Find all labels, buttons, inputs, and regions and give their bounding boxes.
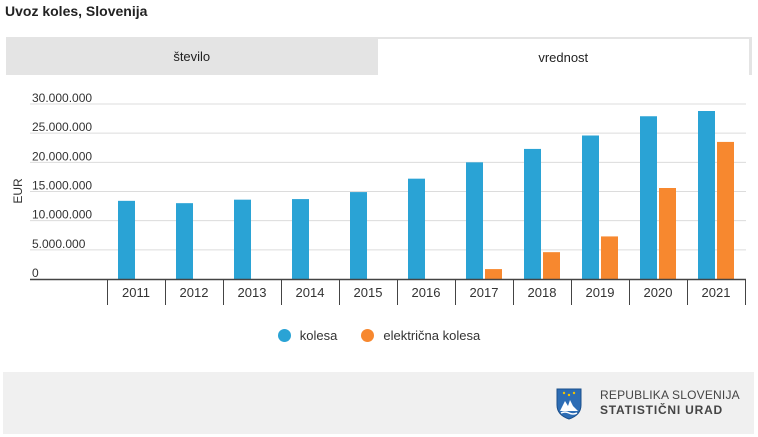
legend-item-kolesa[interactable]: kolesa: [277, 328, 338, 343]
y-tick-label: 15.000.000: [32, 179, 92, 193]
bar-kolesa-2017: [466, 162, 483, 279]
bar-kolesa-2014: [292, 199, 309, 279]
footer: REPUBLIKA SLOVENIJA STATISTIČNI URAD: [3, 372, 754, 434]
y-tick-label: 30.000.000: [32, 91, 92, 105]
x-tick-label: 2012: [180, 285, 209, 300]
y-tick-label: 5.000.000: [32, 237, 86, 251]
org-name-line1: REPUBLIKA SLOVENIJA: [600, 388, 740, 402]
x-tick-label: 2021: [702, 285, 731, 300]
bar-elektricna-kolesa-2020: [659, 188, 676, 279]
y-axis-label: EUR: [11, 178, 25, 204]
legend-label-elektricna-kolesa: električna kolesa: [383, 328, 481, 343]
bar-kolesa-2011: [118, 200, 135, 279]
x-tick-label: 2015: [354, 285, 383, 300]
x-tick-label: 2014: [296, 285, 325, 300]
x-tick-label: 2016: [412, 285, 441, 300]
bar-kolesa-2021: [698, 111, 715, 279]
chart-legend: kolesa električna kolesa: [0, 328, 758, 343]
legend-swatch-kolesa: [277, 329, 291, 342]
bar-elektricna-kolesa-2021: [717, 141, 734, 279]
x-tick-label: 2020: [644, 285, 673, 300]
bar-elektricna-kolesa-2019: [601, 236, 618, 279]
y-tick-label: 20.000.000: [32, 149, 92, 163]
slovenia-coat-of-arms-icon: [556, 388, 582, 420]
x-tick-label: 2017: [470, 285, 499, 300]
bar-kolesa-2020: [640, 116, 657, 279]
bar-chart: 0 5.000.000 10.000.000 15.000.000 20.000.000…: [11, 91, 746, 305]
y-tick-label: 0: [32, 266, 39, 280]
y-tick-label: 25.000.000: [32, 120, 92, 134]
bar-elektricna-kolesa-2017: [485, 269, 502, 279]
bar-kolesa-2013: [234, 199, 251, 279]
x-tick-label: 2019: [586, 285, 615, 300]
bar-kolesa-2015: [350, 192, 367, 279]
legend-label-kolesa: kolesa: [299, 328, 338, 343]
legend-swatch-elektricna-kolesa: [361, 329, 375, 342]
bar-kolesa-2016: [408, 178, 425, 279]
x-tick-label: 2013: [238, 285, 267, 300]
bar-kolesa-2018: [524, 148, 541, 279]
bar-elektricna-kolesa-2018: [543, 252, 560, 279]
view-tabs: število vrednost: [6, 37, 752, 75]
x-tick-label: 2018: [528, 285, 557, 300]
bar-kolesa-2019: [582, 135, 599, 279]
bar-kolesa-2012: [176, 203, 193, 279]
x-tick-label: 2011: [122, 285, 150, 300]
y-tick-label: 10.000.000: [32, 208, 92, 222]
tab-vrednost[interactable]: vrednost: [377, 39, 749, 75]
tab-stevilo[interactable]: število: [173, 48, 211, 64]
chart-title: Uvoz koles, Slovenija: [5, 3, 148, 19]
legend-item-elektricna-kolesa[interactable]: električna kolesa: [361, 328, 480, 343]
org-name-line2: STATISTIČNI URAD: [600, 403, 724, 417]
